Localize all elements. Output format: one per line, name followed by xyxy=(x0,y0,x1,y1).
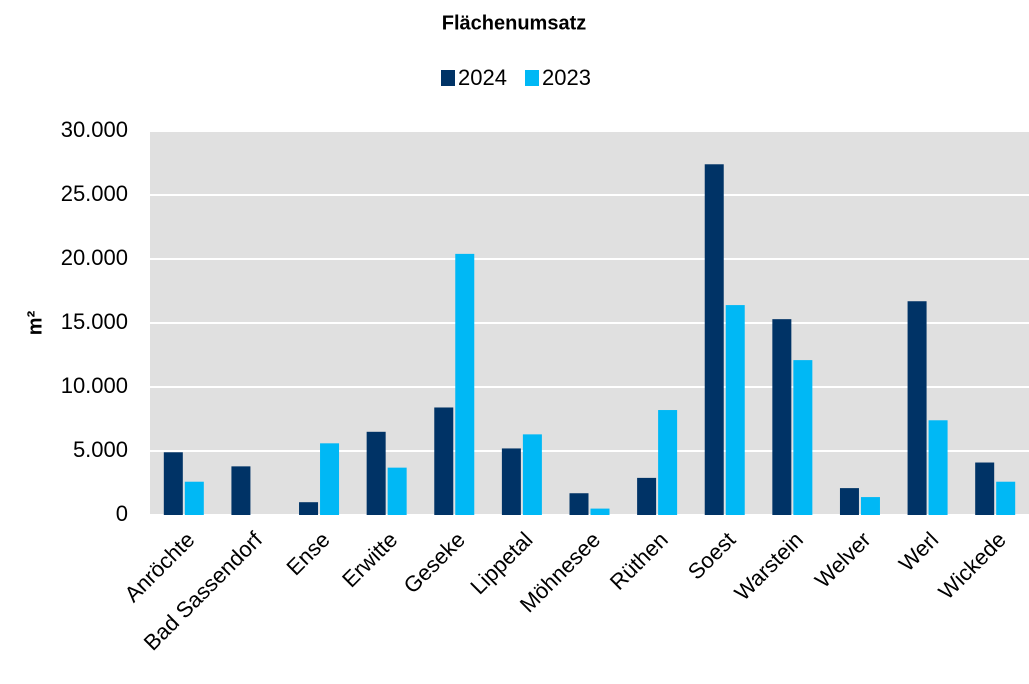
bar xyxy=(366,431,386,515)
chart-title: Flächenumsatz xyxy=(442,12,586,34)
bar xyxy=(184,481,204,515)
y-tick-label: 0 xyxy=(116,501,128,526)
bar xyxy=(658,410,678,515)
y-tick-label: 5.000 xyxy=(73,437,128,462)
x-tick-label: Erwitte xyxy=(337,527,402,592)
legend-label: 2024 xyxy=(458,65,507,90)
x-tick-label: Geseke xyxy=(399,527,470,598)
bar xyxy=(907,301,927,515)
legend-swatch xyxy=(441,70,455,86)
x-tick-label: Warstein xyxy=(730,527,808,605)
legend-label: 2023 xyxy=(542,65,591,90)
x-tick-label: Soest xyxy=(683,527,740,584)
bar xyxy=(860,497,880,515)
bar xyxy=(569,493,589,515)
bar xyxy=(434,407,454,515)
x-tick-label: Werl xyxy=(894,527,943,576)
bar xyxy=(793,360,813,515)
x-tick-label: Bad Sassendorf xyxy=(139,526,268,655)
y-tick-label: 20.000 xyxy=(61,245,128,270)
bar xyxy=(522,434,542,515)
y-tick-label: 10.000 xyxy=(61,373,128,398)
x-tick-label: Wickede xyxy=(934,527,1011,604)
bar xyxy=(299,502,319,515)
bar xyxy=(839,488,859,515)
bar xyxy=(637,477,657,515)
bar xyxy=(928,420,948,515)
bar xyxy=(704,164,724,515)
bar xyxy=(387,467,407,515)
bar xyxy=(725,305,745,515)
legend-swatch xyxy=(525,70,539,86)
bar xyxy=(996,481,1016,515)
bar xyxy=(455,253,475,515)
bar xyxy=(501,448,521,515)
bar xyxy=(163,452,183,515)
y-tick-label: 15.000 xyxy=(61,309,128,334)
y-axis-label: m² xyxy=(24,310,46,335)
bar xyxy=(590,508,610,515)
x-tick-label: Rüthen xyxy=(605,527,673,595)
y-tick-label: 25.000 xyxy=(61,181,128,206)
x-tick-label: Ense xyxy=(282,527,335,580)
bar xyxy=(320,443,340,515)
y-tick-label: 30.000 xyxy=(61,117,128,142)
bar xyxy=(975,462,995,515)
bar xyxy=(231,466,251,515)
bar xyxy=(772,319,792,515)
x-tick-label: Welver xyxy=(810,527,876,593)
